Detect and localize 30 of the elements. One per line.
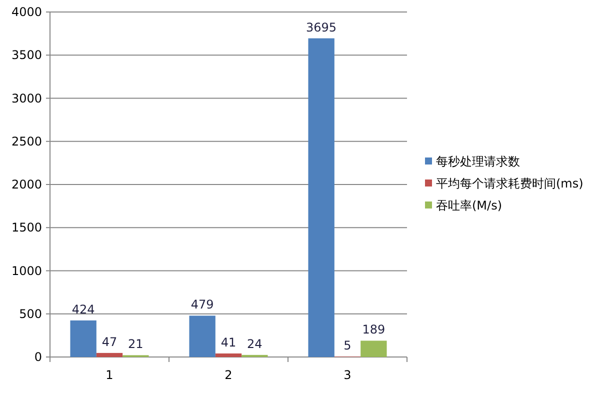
bar: [70, 320, 96, 357]
y-tick-label: 1500: [11, 220, 42, 235]
data-label: 41: [220, 335, 236, 350]
x-tick-label: 1: [106, 368, 114, 382]
bar: [189, 316, 216, 357]
y-tick-label: 3500: [11, 48, 42, 62]
data-label: 424: [72, 302, 95, 316]
bar: [360, 340, 387, 357]
bar: [96, 352, 123, 357]
y-tick-label: 500: [19, 306, 42, 321]
data-label: 3695: [306, 20, 337, 34]
data-label: 21: [128, 337, 144, 352]
data-label: 47: [102, 334, 118, 349]
data-label: 24: [247, 336, 262, 351]
legend-label: 吞吐率(M/s): [436, 198, 502, 212]
data-label: 189: [362, 322, 386, 337]
x-tick-label: 3: [344, 368, 352, 382]
legend-label: 平均每个请求耗费时间(ms): [436, 176, 584, 190]
y-tick-label: 3000: [11, 91, 42, 106]
y-tick-label: 4000: [11, 5, 42, 19]
y-tick-label: 1000: [11, 264, 42, 278]
bar: [308, 38, 334, 357]
y-tick-label: 2500: [11, 134, 42, 148]
x-tick-label: 2: [224, 368, 232, 382]
data-label: 479: [190, 298, 214, 312]
y-tick-label: 2000: [11, 178, 42, 192]
bar: [215, 353, 242, 357]
y-tick-label: 0: [34, 350, 42, 364]
data-label: 5: [344, 338, 352, 353]
legend-label: 每秒处理请求数: [436, 154, 520, 168]
